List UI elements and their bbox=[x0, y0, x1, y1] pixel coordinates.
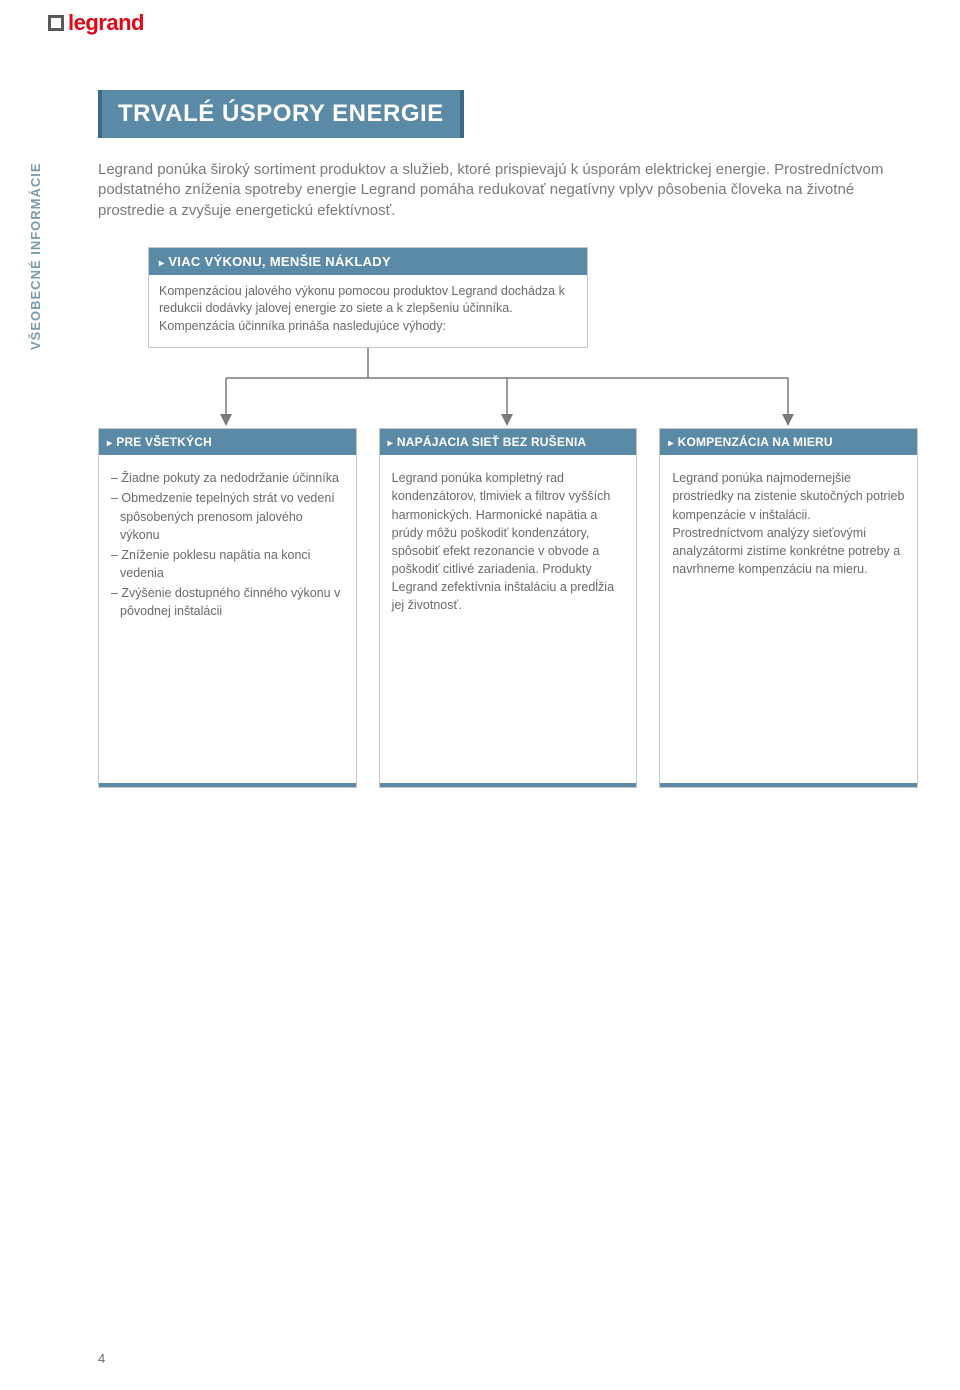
list-item: – Zníženie poklesu napätia na konci vede… bbox=[111, 546, 344, 582]
column-3-header: KOMPENZÁCIA NA MIERU bbox=[660, 429, 917, 455]
list-item: – Zvýšenie dostupného činného výkonu v p… bbox=[111, 584, 344, 620]
column-2: NAPÁJACIA SIEŤ BEZ RUŠENIA Legrand ponúk… bbox=[379, 428, 638, 788]
sidebar-vertical-label: VŠEOBECNÉ INFORMÁCIE bbox=[28, 162, 43, 350]
logo-text: legrand bbox=[68, 10, 144, 35]
brand-logo: legrand bbox=[48, 10, 144, 36]
summary-box: VIAC VÝKONU, MENŠIE NÁKLADY Kompenzáciou… bbox=[148, 247, 588, 349]
page-number: 4 bbox=[98, 1351, 105, 1366]
column-3-body: Legrand ponúka najmodernejšie prostriedk… bbox=[660, 455, 917, 592]
summary-box-header: VIAC VÝKONU, MENŠIE NÁKLADY bbox=[149, 248, 587, 275]
column-3: KOMPENZÁCIA NA MIERU Legrand ponúka najm… bbox=[659, 428, 918, 788]
main-content: TRVALÉ ÚSPORY ENERGIE Legrand ponúka šir… bbox=[98, 90, 918, 788]
page-title: TRVALÉ ÚSPORY ENERGIE bbox=[98, 90, 464, 138]
list-item: – Obmedzenie tepelných strát vo vedení s… bbox=[111, 489, 344, 543]
column-1-header: PRE VŠETKÝCH bbox=[99, 429, 356, 455]
summary-box-body: Kompenzáciou jalového výkonu pomocou pro… bbox=[149, 275, 587, 348]
column-2-body: Legrand ponúka kompletný rad kondenzátor… bbox=[380, 455, 637, 628]
column-2-header: NAPÁJACIA SIEŤ BEZ RUŠENIA bbox=[380, 429, 637, 455]
connector-arrows-icon bbox=[98, 348, 918, 428]
connector-diagram bbox=[98, 348, 918, 428]
list-item: – Žiadne pokuty za nedodržanie účinníka bbox=[111, 469, 344, 487]
column-1-body: – Žiadne pokuty za nedodržanie účinníka … bbox=[99, 455, 356, 636]
intro-paragraph: Legrand ponúka široký sortiment produkto… bbox=[98, 160, 898, 221]
column-1: PRE VŠETKÝCH – Žiadne pokuty za nedodrža… bbox=[98, 428, 357, 788]
logo-square-icon bbox=[48, 15, 64, 31]
benefit-columns: PRE VŠETKÝCH – Žiadne pokuty za nedodrža… bbox=[98, 428, 918, 788]
